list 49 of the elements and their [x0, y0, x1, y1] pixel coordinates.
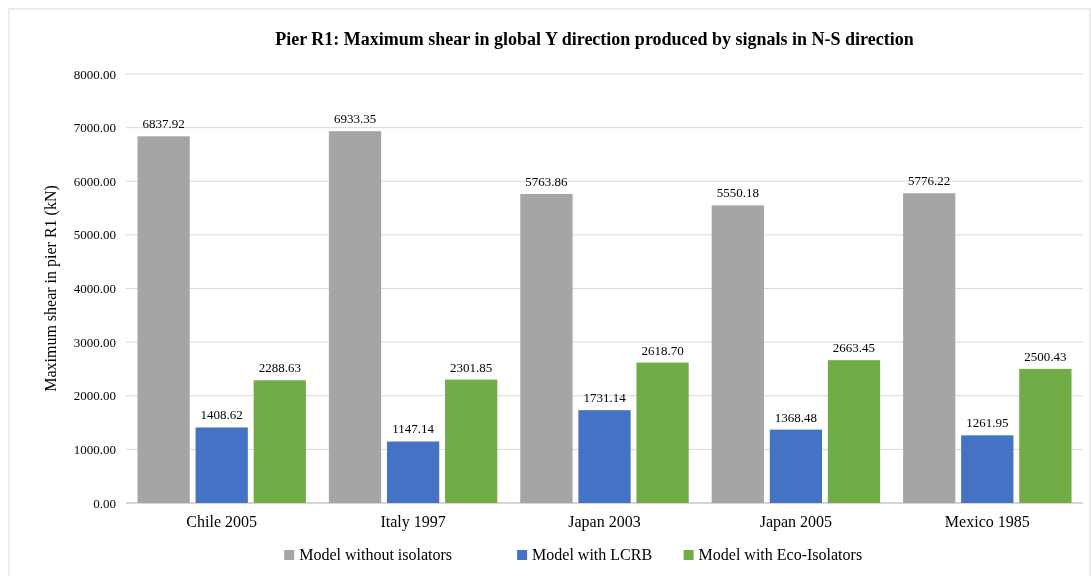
text: 6933.35 — [333, 111, 377, 127]
x-tick-label: Chile 2005 — [186, 513, 258, 530]
x-tick-label: Japan 2003 — [568, 513, 641, 531]
y-tick-label: 8000.00 — [73, 66, 116, 82]
y-axis-title: Maximum shear in pier R1 (kN) — [42, 185, 60, 392]
y-tick-label: 7000.00 — [73, 120, 116, 136]
text: 5550.18 — [716, 185, 759, 201]
text: 2663.45 — [832, 340, 876, 356]
y-tick-label: 2000.00 — [73, 388, 116, 404]
x-tick-label: Italy 1997 — [380, 513, 446, 531]
bar — [386, 441, 440, 503]
legend-label: Model with LCRB — [532, 546, 653, 563]
legend-label: Model with Eco-Isolators — [698, 546, 863, 563]
text: 5763.86 — [525, 173, 568, 189]
bar — [769, 429, 823, 503]
text: 5776.22 — [908, 173, 951, 189]
y-tick-label: 1000.00 — [73, 441, 116, 457]
bar — [195, 427, 248, 503]
bar — [520, 193, 573, 503]
bar — [253, 380, 306, 503]
bar — [903, 193, 956, 503]
y-tick-label: 6000.00 — [73, 173, 116, 189]
text: 1147.14 — [392, 421, 434, 437]
text: 1368.48 — [774, 409, 818, 425]
bar — [636, 362, 689, 503]
text: 2301.85 — [450, 359, 493, 375]
bar — [578, 410, 631, 503]
text: 2618.70 — [641, 342, 684, 358]
text: 6837.92 — [142, 116, 185, 132]
bar — [137, 136, 190, 503]
y-tick-label: 3000.00 — [73, 334, 116, 350]
bar — [827, 360, 881, 503]
text: 1731.14 — [583, 390, 626, 406]
y-tick-label: 4000.00 — [73, 281, 116, 297]
bar — [445, 379, 498, 503]
text: 2500.43 — [1024, 348, 1067, 364]
bar — [328, 131, 382, 503]
bar — [961, 435, 1014, 503]
x-tick-label: Mexico 1985 — [944, 513, 1030, 530]
chart-title: Pier R1: Maximum shear in global Y direction produced by signals in N-S direction — [275, 29, 914, 49]
bar — [1019, 368, 1072, 503]
y-tick-label: 0.00 — [93, 495, 116, 511]
text: 1261.95 — [966, 415, 1009, 431]
bar — [711, 205, 764, 503]
text: 2288.63 — [258, 360, 301, 376]
text: 1408.62 — [200, 407, 243, 423]
legend-label: Model without isolators — [299, 546, 453, 563]
x-tick-label: Japan 2005 — [759, 513, 833, 531]
y-tick-label: 5000.00 — [73, 227, 116, 243]
